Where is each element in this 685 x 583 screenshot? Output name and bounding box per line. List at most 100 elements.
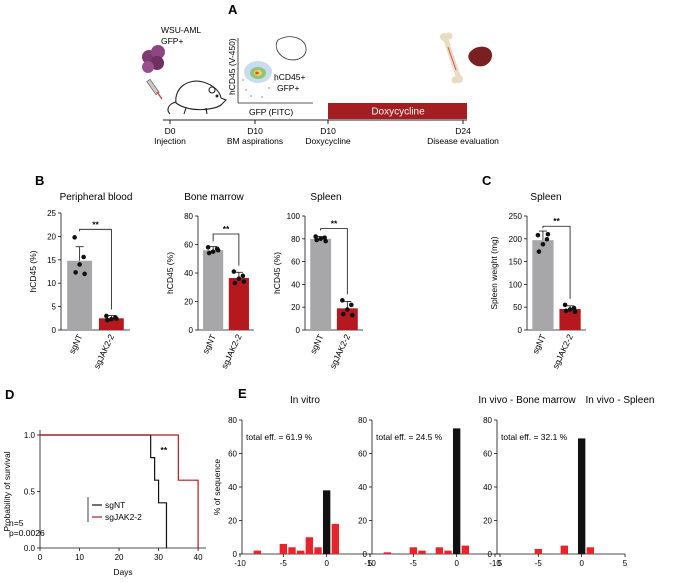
chart-title: Spleen	[310, 192, 341, 203]
survival-line-sgJAK2-2	[40, 434, 199, 548]
y-tick-label: 250	[509, 212, 523, 221]
indel-bar	[314, 547, 322, 554]
cells-label-2: GFP+	[161, 36, 183, 46]
bar-sgNT	[532, 240, 554, 330]
indel-bar	[296, 550, 305, 554]
indel-bar	[452, 428, 461, 554]
gate-label-2: GFP+	[277, 83, 299, 93]
data-point	[215, 247, 221, 253]
data-point	[314, 237, 319, 243]
data-point	[82, 271, 87, 277]
y-tick-label: 60	[228, 450, 237, 459]
mouse-icon	[167, 80, 227, 115]
x-tick-label: sgNT	[67, 333, 85, 356]
significance-bracket	[320, 228, 348, 295]
data-point	[571, 305, 577, 311]
panel-e-letter: E	[238, 386, 247, 401]
x-tick-label: 5	[368, 559, 373, 568]
indel-bar	[331, 523, 340, 554]
y-tick-label: 0	[189, 326, 194, 335]
data-point	[349, 302, 354, 308]
chart-b1: Peripheral blood 0 5 10 15 20 25 hCD45 (%) sgNT s…	[28, 192, 132, 370]
data-point	[535, 232, 541, 238]
y-tick-label: 40	[358, 483, 367, 492]
y-tick-label: 0	[296, 326, 301, 335]
significance-bracket	[212, 233, 240, 266]
cells-label-1: WSU-AML	[161, 25, 201, 35]
indel-bar	[534, 548, 543, 554]
y-tick-label: 40	[483, 483, 492, 492]
y-tick-label: 20	[228, 517, 237, 526]
x-tick-label: -10	[489, 559, 501, 568]
x-tick-label: 0	[579, 559, 584, 568]
chart-b2: Bone marrow 0 20 40 60 80 hCD45 (%) sgNT sgJAK2-…	[165, 192, 254, 370]
significance-bracket	[542, 225, 571, 299]
x-axis-label: Days	[113, 567, 132, 577]
y-tick-label: 5	[52, 303, 57, 312]
data-point	[323, 238, 328, 244]
total-efficiency-annotation: total eff. = 61.9 %	[246, 432, 313, 442]
significance-label: **	[92, 219, 99, 229]
data-point	[210, 249, 216, 254]
chart-title: Spleen	[530, 192, 561, 203]
flow-ylabel: hCD45 (V-450)	[227, 38, 237, 95]
data-point	[205, 245, 211, 250]
chart-title: Peripheral blood	[60, 192, 133, 203]
x-tick-label: -5	[410, 559, 418, 568]
data-point	[345, 307, 350, 312]
x-tick-label: 30	[154, 553, 163, 562]
data-point	[340, 298, 345, 303]
y-tick-label: 25	[47, 209, 56, 218]
doxycycline-bar	[328, 103, 467, 119]
y-tick-label: 60	[291, 258, 300, 267]
bar-sgNT	[67, 260, 93, 330]
data-point	[240, 273, 246, 279]
indel-bar	[253, 550, 262, 554]
x-tick-label: 0	[454, 559, 459, 568]
y-axis-label: hCD45 (%)	[165, 252, 175, 294]
x-tick-label: sgNT	[308, 333, 326, 356]
x-tick-label: 40	[194, 553, 203, 562]
y-tick-label: 0	[518, 326, 523, 335]
y-tick-label: 10	[47, 279, 56, 288]
x-tick-label: -5	[535, 559, 543, 568]
y-tick-label: 20	[47, 232, 56, 241]
data-point	[567, 307, 573, 312]
y-tick-label: 80	[358, 416, 367, 425]
significance-label: **	[553, 216, 560, 226]
chart-title: In vitro	[290, 395, 320, 406]
y-tick-label: 0.5	[24, 488, 36, 497]
x-tick-label: sgJAK2-2	[328, 332, 353, 370]
x-tick-label: 0	[324, 559, 329, 568]
bar-sgJAK2-2	[98, 318, 124, 330]
timeline-event-0: Injection	[154, 136, 186, 146]
timeline-day-1: D10	[247, 126, 263, 136]
data-point	[563, 308, 569, 314]
x-tick-label: 0	[38, 553, 43, 562]
y-axis-label: hCD45 (%)	[272, 252, 282, 294]
data-point	[73, 270, 78, 275]
data-point	[545, 231, 551, 237]
indel-bar	[383, 552, 392, 554]
data-point	[231, 269, 237, 274]
chart-b3: Spleen 0 20 40 60 80 100 hCD45 (%) sgNT sgJAK2-2 *…	[272, 192, 363, 370]
data-point	[318, 236, 323, 242]
y-tick-label: 80	[184, 212, 193, 221]
indel-bar	[305, 537, 314, 554]
x-tick-label: 5	[623, 559, 628, 568]
flow-plot	[237, 36, 313, 104]
indel-bar	[461, 545, 470, 554]
y-tick-label: 100	[509, 280, 523, 289]
data-point	[536, 249, 542, 254]
data-point	[105, 317, 110, 323]
survival-line-sgNT	[40, 434, 168, 548]
bar-sgJAK2-2	[559, 309, 581, 330]
indel-bar	[577, 438, 586, 554]
y-tick-label: 40	[291, 280, 300, 289]
indel-bar	[288, 547, 296, 554]
x-tick-label: sgJAK2-2	[92, 332, 117, 370]
x-tick-label: 5	[498, 559, 503, 568]
